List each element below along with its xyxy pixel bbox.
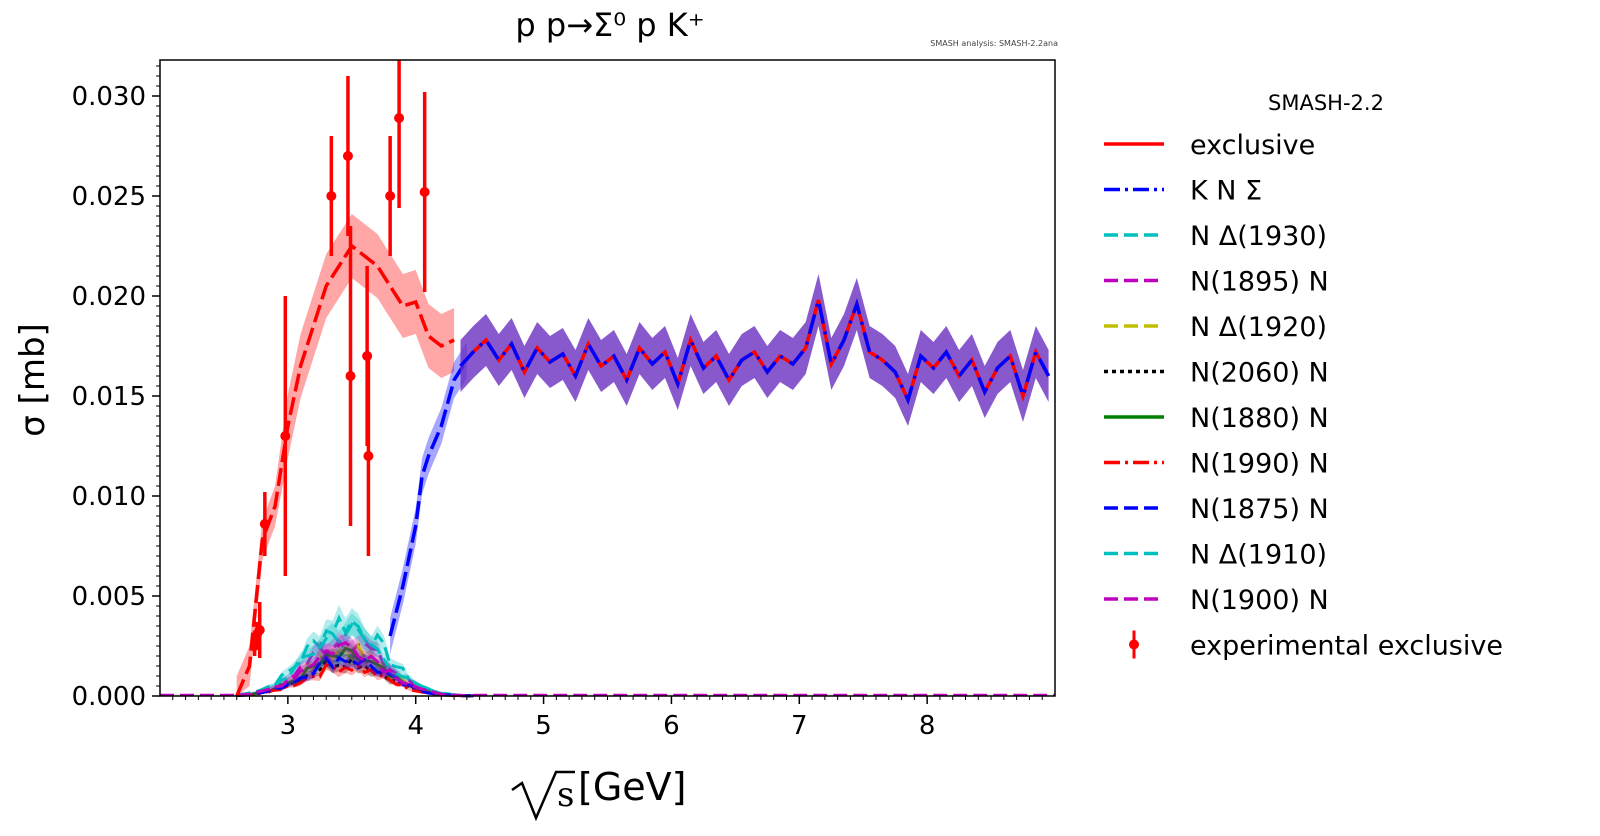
x-tick-label: 3 [280,711,297,741]
legend-label: N Δ(1910) [1190,540,1327,571]
y-tick-label: 0.000 [72,682,146,712]
series-band-6 [236,651,474,696]
kns-band [390,342,467,654]
exp-point [363,451,374,461]
series-band-5 [236,660,474,696]
series-band-8 [236,633,474,696]
y-tick-label: 0.030 [72,82,146,112]
legend-label: N(1900) N [1190,585,1329,616]
y-tick-label: 0.005 [72,582,146,612]
x-tick-label: 8 [919,711,936,741]
x-tick-label: 7 [791,711,808,741]
x-tick-label: 6 [663,711,680,741]
x-axis-label: s [GeV] [511,765,686,822]
legend-label: exclusive [1190,130,1315,161]
legend-title: SMASH-2.2 [1268,91,1384,115]
legend: SMASH-2.2 exclusive K N Σ N Δ(1930) N(1895)… [1104,91,1503,662]
legend-label: N Δ(1920) [1190,312,1327,343]
series-band-7 [236,613,474,696]
x-axis-label-root: s [557,775,574,815]
x-tick-label: 4 [407,711,424,741]
legend-label: N(1880) N [1190,403,1329,434]
exp-point [326,191,337,201]
legend-marker-dot [1129,639,1139,650]
series-band-1 [236,631,474,696]
legend-label: N(2060) N [1190,358,1329,389]
y-tick-label: 0.020 [72,282,146,312]
axes: 3 4 5 6 7 8 0.000 0.005 0.010 0.015 0.020 0.025 0.03… [72,59,1056,741]
plot-area [160,60,1055,698]
exclusive-line [235,243,455,697]
kns-line [388,359,469,637]
chart-title: p p→Σ⁰ p K⁺ [515,6,704,44]
exp-point [345,371,356,381]
legend-label: N(1895) N [1190,267,1329,298]
x-axis-label-unit: [GeV] [578,765,686,809]
legend-label: N(1990) N [1190,449,1329,480]
combined-kns-line [459,298,1051,406]
exp-point [385,191,396,201]
sqrt-sign [511,770,575,822]
legend-label: N(1875) N [1190,494,1329,525]
legend-label: N Δ(1930) [1190,221,1327,252]
y-tick-label: 0.025 [72,182,146,212]
exp-point [419,187,430,197]
exp-point [394,113,405,123]
series-line-8 [236,641,474,698]
x-tick-label: 5 [535,711,552,741]
exp-point [254,625,265,635]
y-tick-label: 0.015 [72,382,146,412]
watermark: SMASH analysis: SMASH-2.2ana [930,39,1058,48]
exp-point [342,151,353,161]
legend-label: K N Σ [1190,176,1262,207]
exclusive-band [236,214,455,696]
y-tick-label: 0.010 [72,482,146,512]
exp-point [280,431,291,441]
exp-point [259,519,270,529]
legend-label: experimental exclusive [1190,631,1503,662]
y-axis-label: σ [mb] [13,323,53,437]
